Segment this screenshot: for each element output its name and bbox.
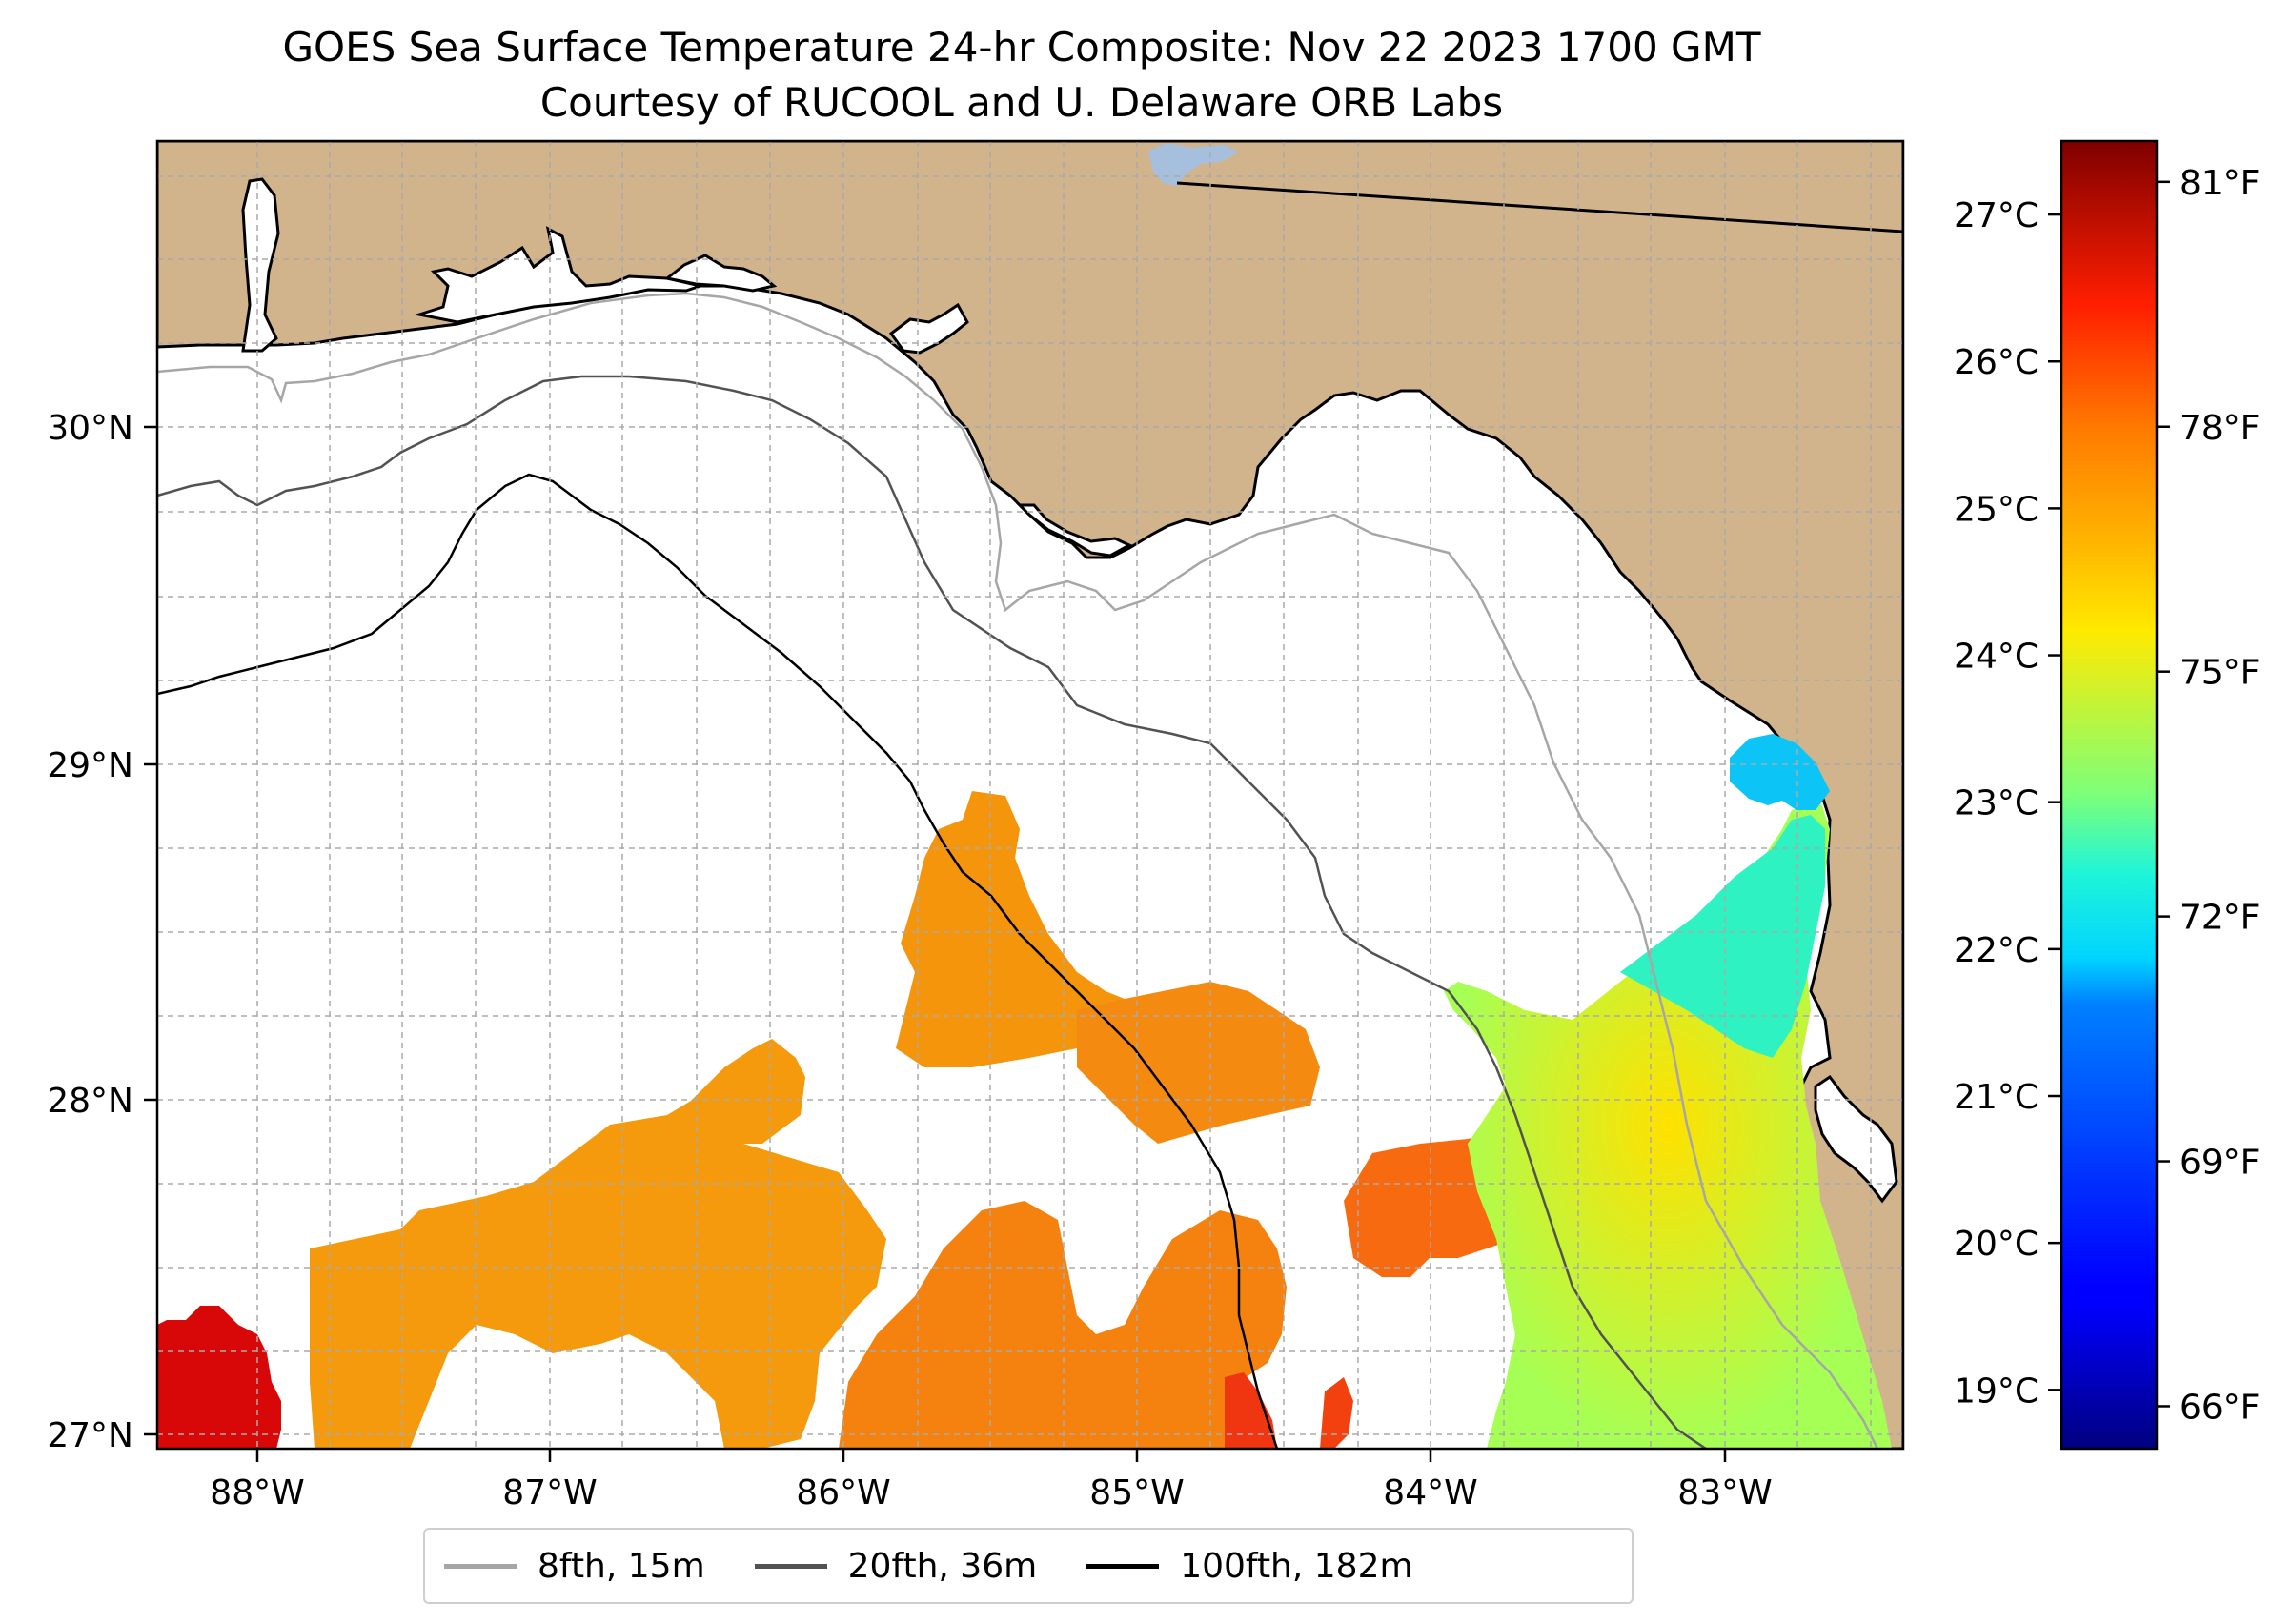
lat-label: 28°N <box>47 1082 133 1121</box>
legend-swatch <box>1086 1563 1160 1569</box>
colorbar-label-celsius: 23°C <box>1954 784 2039 823</box>
legend-label: 8fth, 15m <box>538 1546 705 1586</box>
colorbar-label-fahrenheit: 69°F <box>2180 1144 2261 1183</box>
st-andrew-bay <box>888 302 969 355</box>
legend-swatch <box>754 1563 827 1569</box>
colorbar-label-fahrenheit: 72°F <box>2180 899 2261 938</box>
map-frame <box>155 139 1905 1451</box>
contour-100fth <box>157 473 1279 1449</box>
sst-patch-south-central <box>839 1201 1287 1449</box>
lat-label: 27°N <box>47 1416 133 1455</box>
choctaw-bay <box>663 254 778 293</box>
colorbar-label-fahrenheit: 75°F <box>2180 654 2261 693</box>
lon-label: 86°W <box>796 1473 890 1512</box>
legend-item-8fth: 8fth, 15m <box>444 1547 705 1586</box>
sst-patch-warm-south-2 <box>1320 1377 1353 1449</box>
lat-label: 29°N <box>47 746 133 785</box>
colorbar-label-fahrenheit: 81°F <box>2180 164 2261 203</box>
sst-field <box>157 734 1892 1449</box>
colorbar-label-celsius: 20°C <box>1954 1225 2039 1264</box>
colorbar-label-fahrenheit: 78°F <box>2180 409 2261 448</box>
legend-label: 20fth, 36m <box>847 1546 1038 1586</box>
lat-label: 30°N <box>47 409 133 448</box>
legend-label: 100fth, 182m <box>1180 1546 1413 1586</box>
colorbar-ticks-celsius: 27°C 26°C 25°C 24°C 23°C 22°C 21°C 20°C 19°C <box>1954 196 2061 1411</box>
lon-label: 88°W <box>210 1473 304 1512</box>
contour-20fth <box>157 375 1707 1449</box>
state-border <box>1176 181 1903 233</box>
colorbar-label-celsius: 21°C <box>1954 1078 2039 1117</box>
title-line-2: Courtesy of RUCOOL and U. Delaware ORB L… <box>540 79 1503 126</box>
graticule <box>157 141 1903 1449</box>
contour-legend: 8fth, 15m 20fth, 36m 100fth, 182m <box>423 1528 1634 1604</box>
colorbar-label-celsius: 26°C <box>1954 343 2039 382</box>
colorbar-label-celsius: 24°C <box>1954 638 2039 677</box>
lon-label: 83°W <box>1677 1473 1772 1512</box>
colorbar-label-celsius: 27°C <box>1954 196 2039 235</box>
contour-8fth <box>157 292 1879 1449</box>
sst-patch-east-coast-cool <box>1620 815 1825 1058</box>
colorbar-label-celsius: 19°C <box>1954 1371 2039 1411</box>
lake-seminole <box>1148 143 1239 186</box>
lon-label: 87°W <box>502 1473 597 1512</box>
apalachicola-bay <box>1016 503 1133 558</box>
map-tick-marks <box>144 425 1727 1462</box>
sst-patch-warm-corner <box>157 1306 281 1449</box>
pensacola-bay <box>414 226 706 324</box>
sst-patch-southwest <box>310 1039 886 1449</box>
colorbar-label-fahrenheit: 66°F <box>2180 1388 2261 1427</box>
colorbar <box>2060 139 2159 1451</box>
legend-item-100fth: 100fth, 182m <box>1086 1546 1413 1586</box>
sst-patch-coldest <box>1730 734 1830 810</box>
mobile-bay <box>241 177 280 353</box>
lon-label: 84°W <box>1383 1473 1477 1512</box>
sst-patch-warm-south <box>1225 1372 1277 1449</box>
map-area <box>157 141 1903 1449</box>
legend-swatch <box>444 1563 517 1569</box>
lon-label: 85°W <box>1089 1473 1184 1512</box>
colorbar-label-celsius: 22°C <box>1954 931 2039 970</box>
legend-item-20fth: 20fth, 36m <box>754 1546 1038 1586</box>
title-line-1: GOES Sea Surface Temperature 24-hr Compo… <box>282 24 1760 71</box>
colorbar-label-celsius: 25°C <box>1954 490 2039 529</box>
colorbar-ticks-fahrenheit: 81°F 78°F 75°F 72°F 69°F 66°F <box>2157 164 2261 1427</box>
